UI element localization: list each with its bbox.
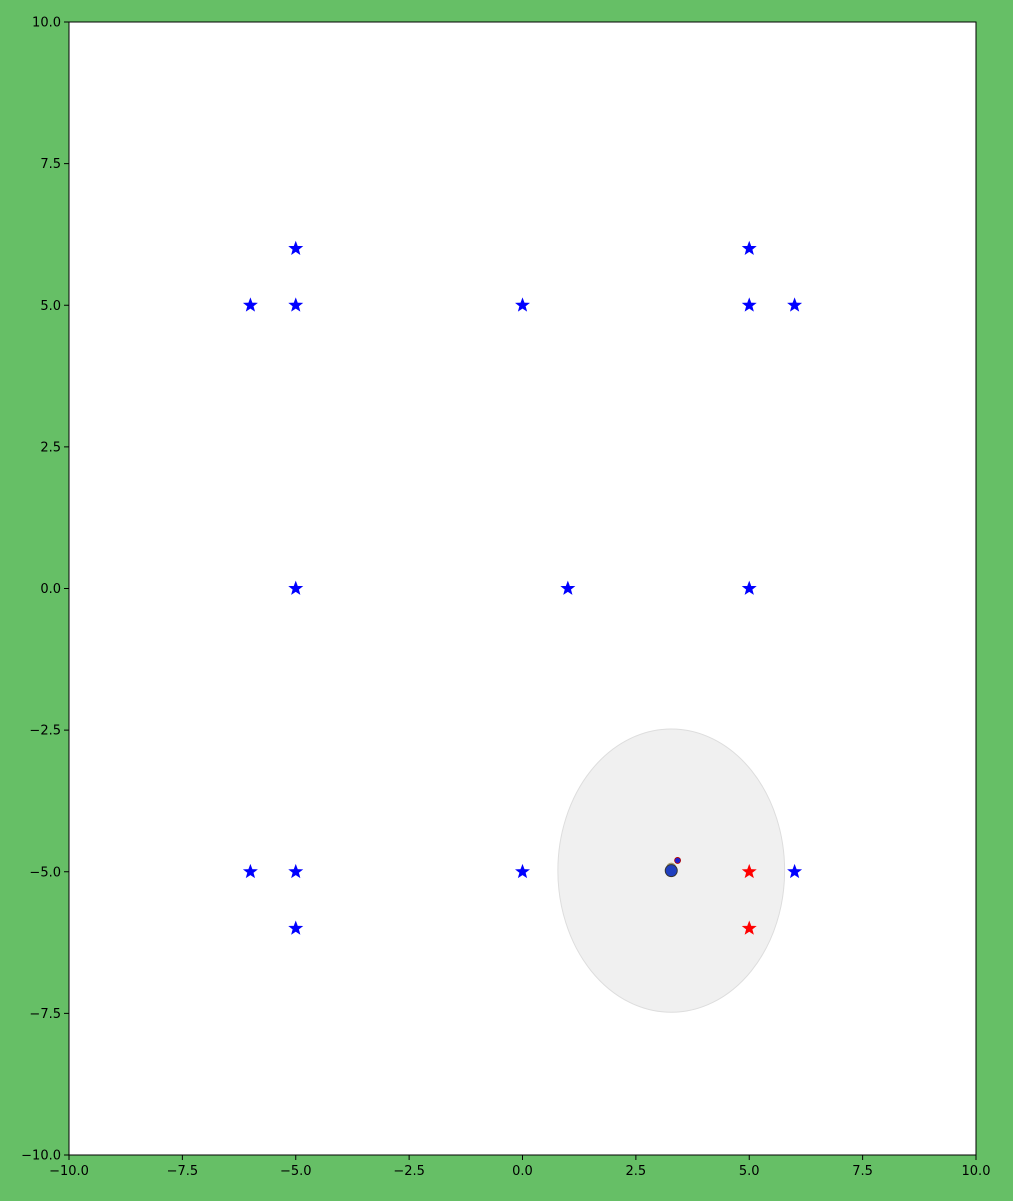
robot-layer bbox=[664, 857, 681, 878]
x-tick-label: −5.0 bbox=[280, 1164, 312, 1179]
landmark-star bbox=[288, 297, 304, 312]
landmark-star-highlighted bbox=[741, 920, 757, 935]
y-tick-label: −2.5 bbox=[29, 724, 61, 739]
x-tick-label: 0.0 bbox=[512, 1164, 533, 1179]
x-tick-label: −7.5 bbox=[167, 1164, 199, 1179]
landmark-star bbox=[242, 863, 258, 879]
landmark-star bbox=[787, 297, 803, 312]
landmark-star bbox=[515, 297, 530, 312]
axes-background bbox=[68, 21, 977, 1156]
landmark-star-highlighted bbox=[741, 863, 757, 879]
landmark-star bbox=[242, 297, 258, 312]
landmark-star bbox=[787, 863, 803, 879]
landmark-star bbox=[741, 297, 757, 312]
y-tick-label: 10.0 bbox=[32, 16, 61, 31]
x-tick-label: 7.5 bbox=[852, 1164, 873, 1179]
landmark-star bbox=[515, 863, 530, 879]
y-tick-label: 2.5 bbox=[40, 440, 61, 455]
landmark-layer bbox=[242, 240, 803, 935]
landmark-star bbox=[741, 240, 757, 255]
y-tick-label: 5.0 bbox=[40, 299, 61, 314]
x-tick-label: 10.0 bbox=[962, 1164, 991, 1179]
y-tick-label: −5.0 bbox=[29, 865, 61, 880]
landmark-star bbox=[288, 240, 304, 255]
landmark-star bbox=[288, 580, 304, 595]
estimated-position-marker bbox=[664, 864, 678, 878]
true-position-marker bbox=[674, 857, 681, 864]
x-tick-label: −2.5 bbox=[393, 1164, 425, 1179]
y-tick-label: −10.0 bbox=[21, 1149, 61, 1164]
x-tick-label: 5.0 bbox=[739, 1164, 760, 1179]
landmark-star bbox=[288, 920, 304, 935]
plot-area bbox=[68, 21, 977, 1156]
landmark-star bbox=[741, 580, 757, 595]
x-tick-label: 2.5 bbox=[626, 1164, 647, 1179]
x-axis: −10.0 −7.5 −5.0 −2.5 0.0 2.5 5.0 7.5 10.0 bbox=[49, 1155, 990, 1179]
x-tick-label: −10.0 bbox=[49, 1164, 89, 1179]
y-tick-label: −7.5 bbox=[29, 1007, 61, 1022]
y-axis: −10.0 −7.5 −5.0 −2.5 0.0 2.5 5.0 7.5 10.0 bbox=[21, 16, 69, 1164]
y-tick-label: 0.0 bbox=[40, 582, 61, 597]
y-tick-label: 7.5 bbox=[40, 157, 61, 172]
landmark-star bbox=[560, 580, 576, 595]
landmark-star bbox=[288, 863, 304, 879]
